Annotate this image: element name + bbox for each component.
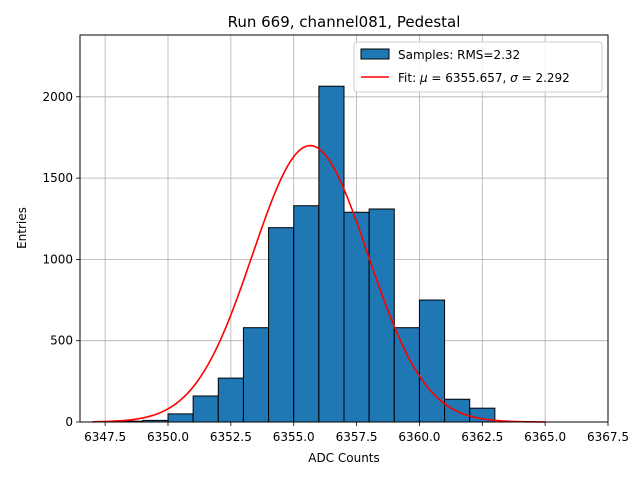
histogram-bar xyxy=(418,299,446,423)
legend-box xyxy=(353,41,603,93)
y-tick-label: 500 xyxy=(50,334,73,348)
histogram-bar xyxy=(393,327,420,423)
y-tick-label: 1500 xyxy=(42,171,73,185)
fit-curve xyxy=(92,144,546,423)
y-tick-label: 0 xyxy=(65,415,73,429)
legend-fit-sigma-value: = 2.292 xyxy=(518,71,570,85)
histogram-bar xyxy=(293,205,320,423)
histogram-bar xyxy=(192,395,219,423)
x-tick-label: 6355.0 xyxy=(273,430,315,444)
histogram-bar xyxy=(318,85,345,423)
x-tick-label: 6360.0 xyxy=(398,430,440,444)
x-tick-label: 6357.5 xyxy=(336,430,378,444)
legend-fit-sigma-symbol: σ xyxy=(510,71,518,85)
x-axis-label: ADC Counts xyxy=(308,451,380,465)
histogram-bar xyxy=(268,227,295,423)
legend-swatch-samples xyxy=(360,48,390,60)
legend-fit-prefix: Fit: xyxy=(398,71,420,85)
x-axis-ticks: 6347.5 6350.0 6352.5 6355.0 6357.5 6360.0 6362… xyxy=(84,422,629,444)
plot-frame xyxy=(79,34,609,423)
legend-fit-mu-symbol: μ xyxy=(419,71,428,85)
x-tick-label: 6350.0 xyxy=(147,430,189,444)
x-tick-label: 6365.0 xyxy=(524,430,566,444)
y-axis-label: Entries xyxy=(15,207,29,249)
histogram-bars xyxy=(117,85,496,423)
x-tick-label: 6347.5 xyxy=(84,430,126,444)
x-tick-label: 6352.5 xyxy=(210,430,252,444)
histogram-bar xyxy=(167,413,194,423)
histogram-bar xyxy=(242,327,270,423)
chart-title: Run 669, channel081, Pedestal xyxy=(228,13,461,31)
histogram-bar xyxy=(343,211,370,423)
legend-label-samples: Samples: RMS=2.32 xyxy=(398,48,520,62)
histogram-bar xyxy=(217,377,244,423)
y-axis-ticks: 0 500 1000 1500 2000 xyxy=(42,90,80,429)
x-tick-label: 6367.5 xyxy=(587,430,629,444)
y-tick-label: 2000 xyxy=(42,90,73,104)
legend-label-fit: Fit: μ = 6355.657, σ = 2.292 xyxy=(398,71,570,85)
legend-fit-mu-value: = 6355.657, xyxy=(428,71,511,85)
y-tick-label: 1000 xyxy=(42,252,73,266)
legend: Samples: RMS=2.32 Fit: μ = 6355.657, σ =… xyxy=(353,41,603,93)
x-tick-label: 6362.5 xyxy=(461,430,503,444)
